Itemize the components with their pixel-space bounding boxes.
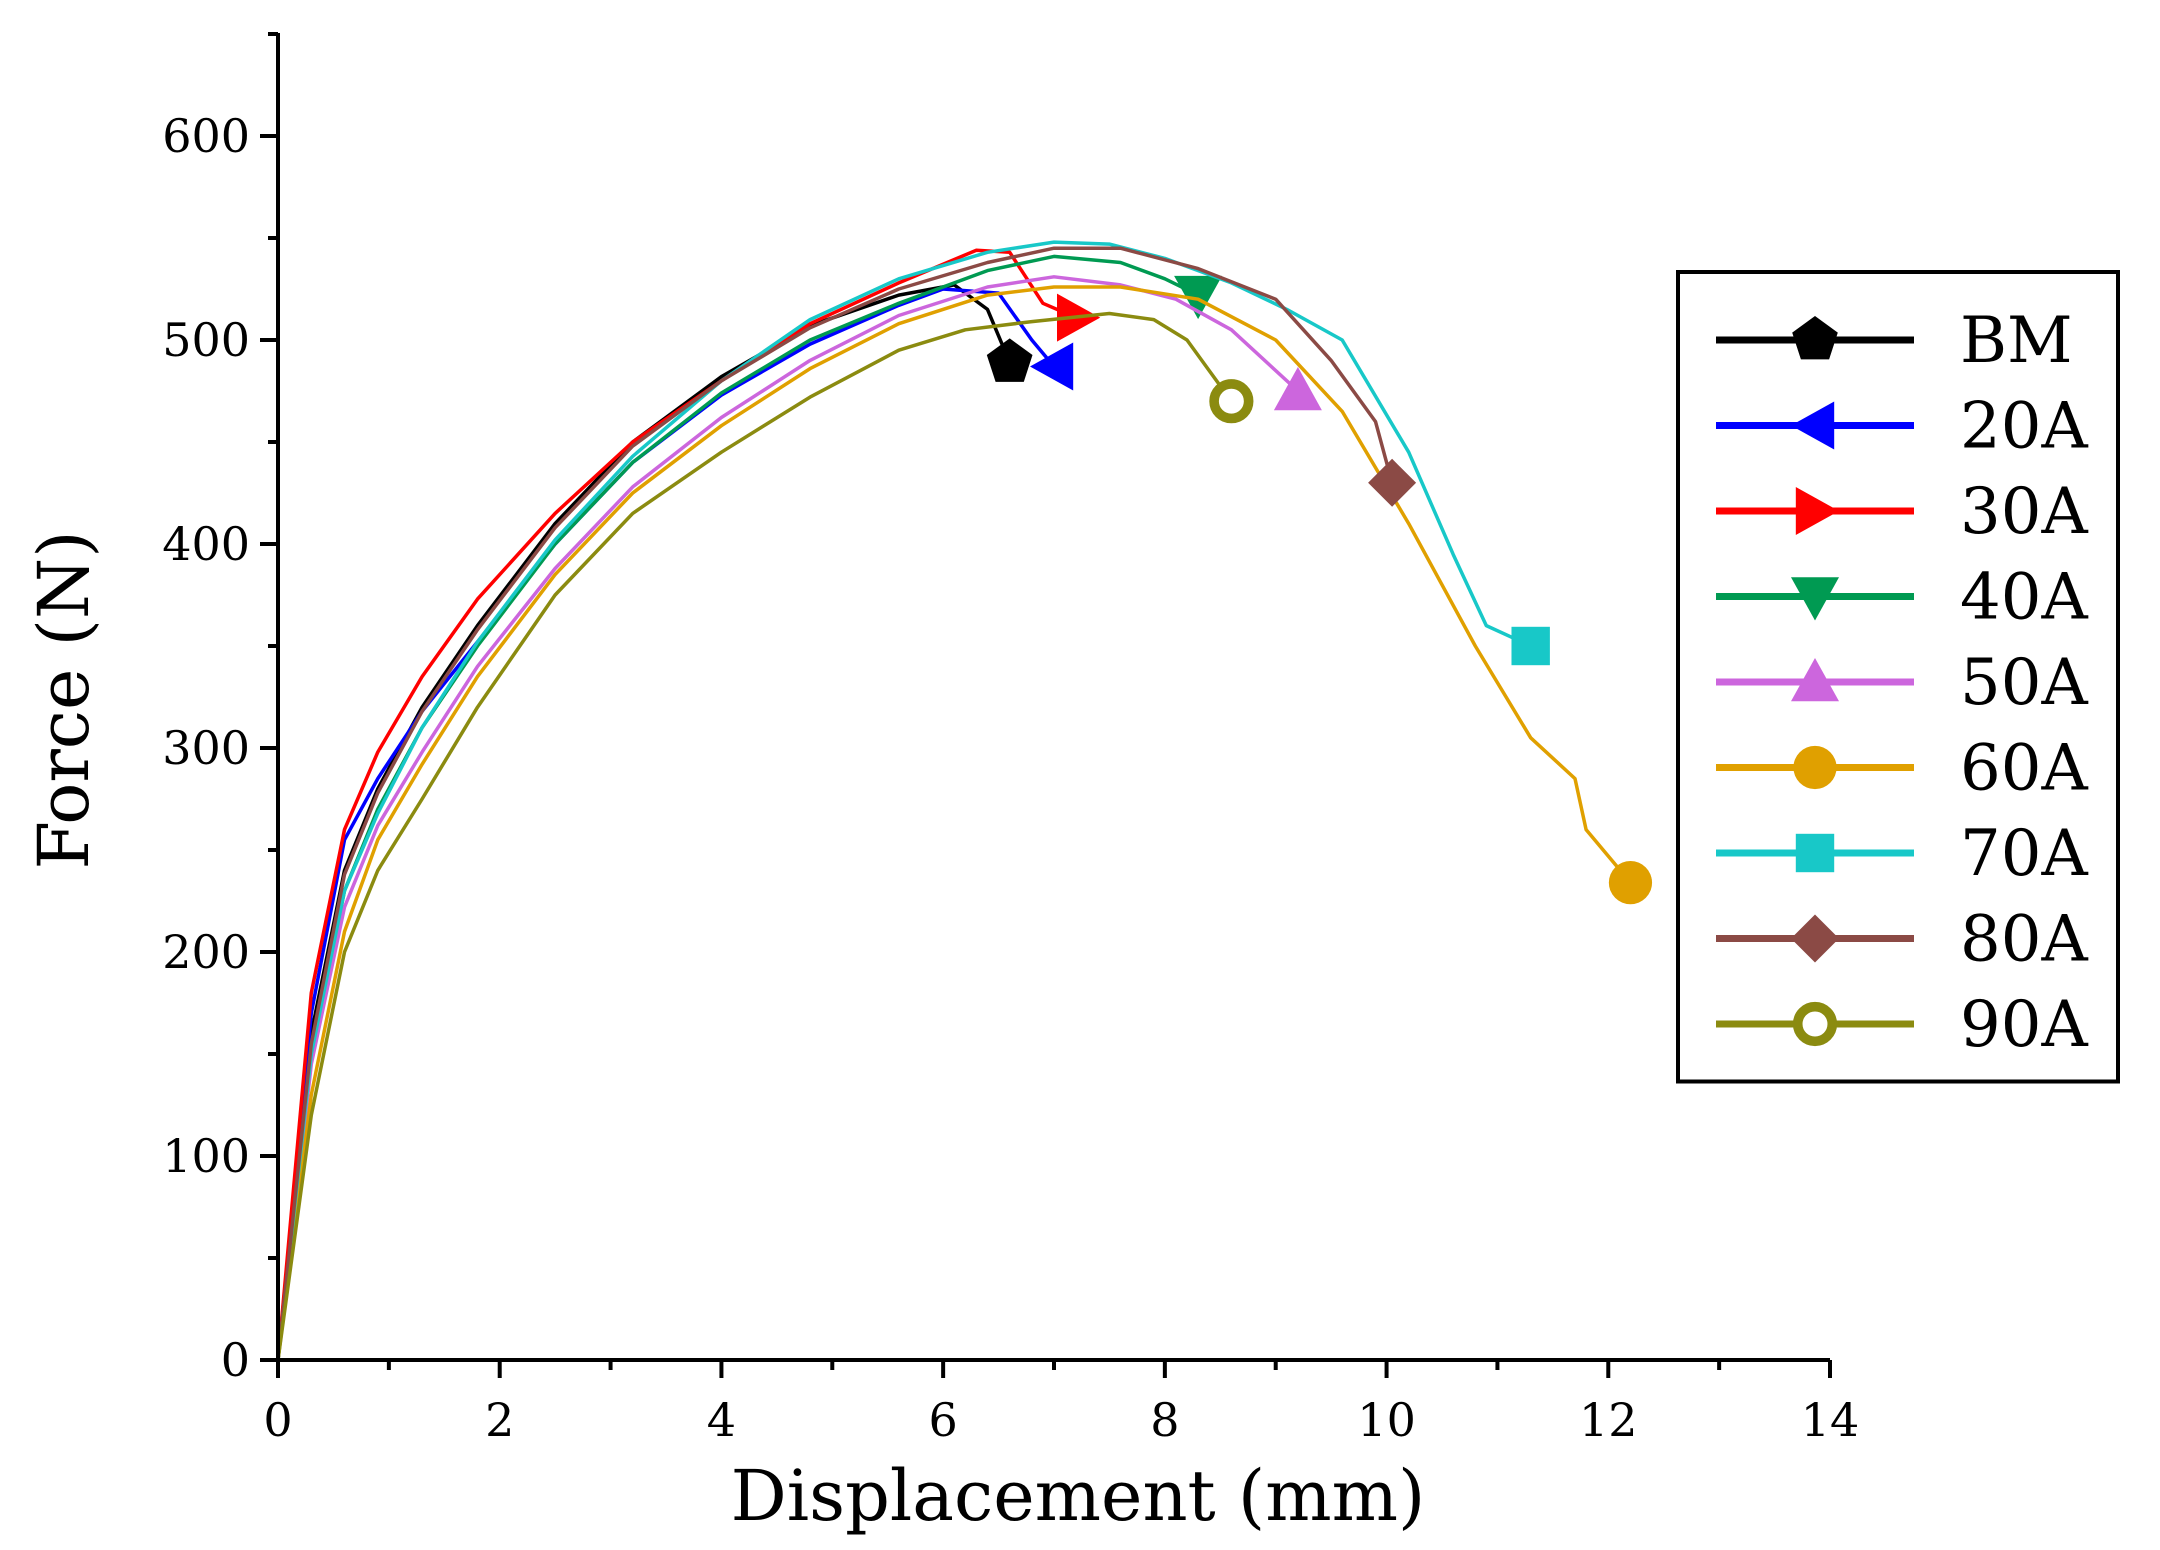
legend-item-40A: 40A: [1716, 561, 2088, 635]
legend-item-BM: BM: [1716, 304, 2073, 378]
legend-item-90A: 90A: [1716, 988, 2088, 1062]
series-end-marker-80A: [1368, 458, 1417, 507]
y-tick-label-2: 200: [162, 925, 250, 979]
x-tick-label-1: 2: [485, 1393, 514, 1447]
series-layer: [276, 240, 1653, 1361]
series-80A: [276, 246, 1417, 1361]
legend-item-60A: 60A: [1716, 732, 2088, 806]
series-line-90A: [276, 311, 1233, 1361]
legend-label-50A: 50A: [1960, 646, 2088, 720]
series-end-marker-60A: [1608, 861, 1653, 905]
series-end-marker-BM: [986, 338, 1033, 382]
legend-marker-20A: [1791, 401, 1835, 450]
legend-marker-70A: [1795, 833, 1835, 873]
series-90A: [276, 311, 1254, 1361]
legend-label-80A: 80A: [1960, 903, 2088, 977]
y-tick-label-6: 600: [162, 109, 250, 163]
y-axis-title: Force (N): [23, 530, 105, 869]
series-50A: [276, 275, 1322, 1361]
x-tick-label-5: 10: [1357, 1393, 1416, 1447]
y-tick-label-3: 300: [162, 721, 250, 775]
x-tick-label-7: 14: [1801, 1393, 1860, 1447]
legend-item-20A: 20A: [1716, 390, 2088, 464]
x-tick-label-4: 8: [1150, 1393, 1179, 1447]
legend-marker-50A: [1791, 658, 1839, 702]
y-tick-label-1: 100: [162, 1129, 250, 1183]
legend-marker-90A: [1792, 1001, 1838, 1047]
legend-box: [1676, 270, 2120, 1084]
legend-label-90A: 90A: [1960, 988, 2088, 1062]
legend-item-50A: 50A: [1716, 646, 2088, 720]
series-end-marker-90A: [1209, 379, 1254, 424]
series-40A: [276, 254, 1223, 1361]
series-line-70A: [276, 240, 1532, 1361]
y-tick-label-0: 0: [221, 1333, 250, 1387]
series-line-60A: [276, 285, 1632, 1361]
series-20A: [276, 287, 1074, 1361]
legend-marker-80A: [1791, 914, 1839, 963]
x-axis-title: Displacement (mm): [731, 1455, 1426, 1537]
x-tick-label-0: 0: [263, 1393, 292, 1447]
legend-label-60A: 60A: [1960, 732, 2088, 806]
y-tick-label-5: 500: [162, 313, 250, 367]
legend-label-20A: 20A: [1960, 390, 2088, 464]
series-end-marker-70A: [1511, 626, 1550, 666]
series-line-80A: [276, 246, 1394, 1361]
legend-marker-60A: [1793, 745, 1837, 790]
ticks: 0 2 4 6 8 10 12 14 0 100 200 300 400 500 600: [162, 32, 1860, 1447]
legend-marker-40A: [1791, 577, 1839, 621]
y-tick-label-4: 400: [162, 517, 250, 571]
legend-item-30A: 30A: [1716, 475, 2088, 549]
legend-item-80A: 80A: [1716, 903, 2088, 977]
legend-label-40A: 40A: [1960, 561, 2088, 635]
legend: BM 20A 30A 40A 50A 60A 70A 80A 90A: [1676, 270, 2120, 1084]
legend-item-70A: 70A: [1716, 817, 2088, 891]
legend-label-BM: BM: [1960, 304, 2073, 378]
legend-label-70A: 70A: [1960, 817, 2088, 891]
series-70A: [276, 240, 1550, 1361]
legend-label-30A: 30A: [1960, 475, 2088, 549]
series-end-marker-20A: [1030, 342, 1074, 391]
series-line-20A: [276, 287, 1056, 1361]
series-60A: [276, 285, 1653, 1361]
x-tick-label-6: 12: [1579, 1393, 1638, 1447]
axes: [276, 33, 1830, 1362]
x-tick-label-3: 6: [929, 1393, 958, 1447]
series-end-marker-50A: [1273, 367, 1322, 411]
legend-marker-30A: [1795, 487, 1839, 535]
series-line-50A: [276, 275, 1300, 1361]
legend-marker-BM: [1792, 316, 1838, 360]
x-tick-label-2: 4: [707, 1393, 736, 1447]
